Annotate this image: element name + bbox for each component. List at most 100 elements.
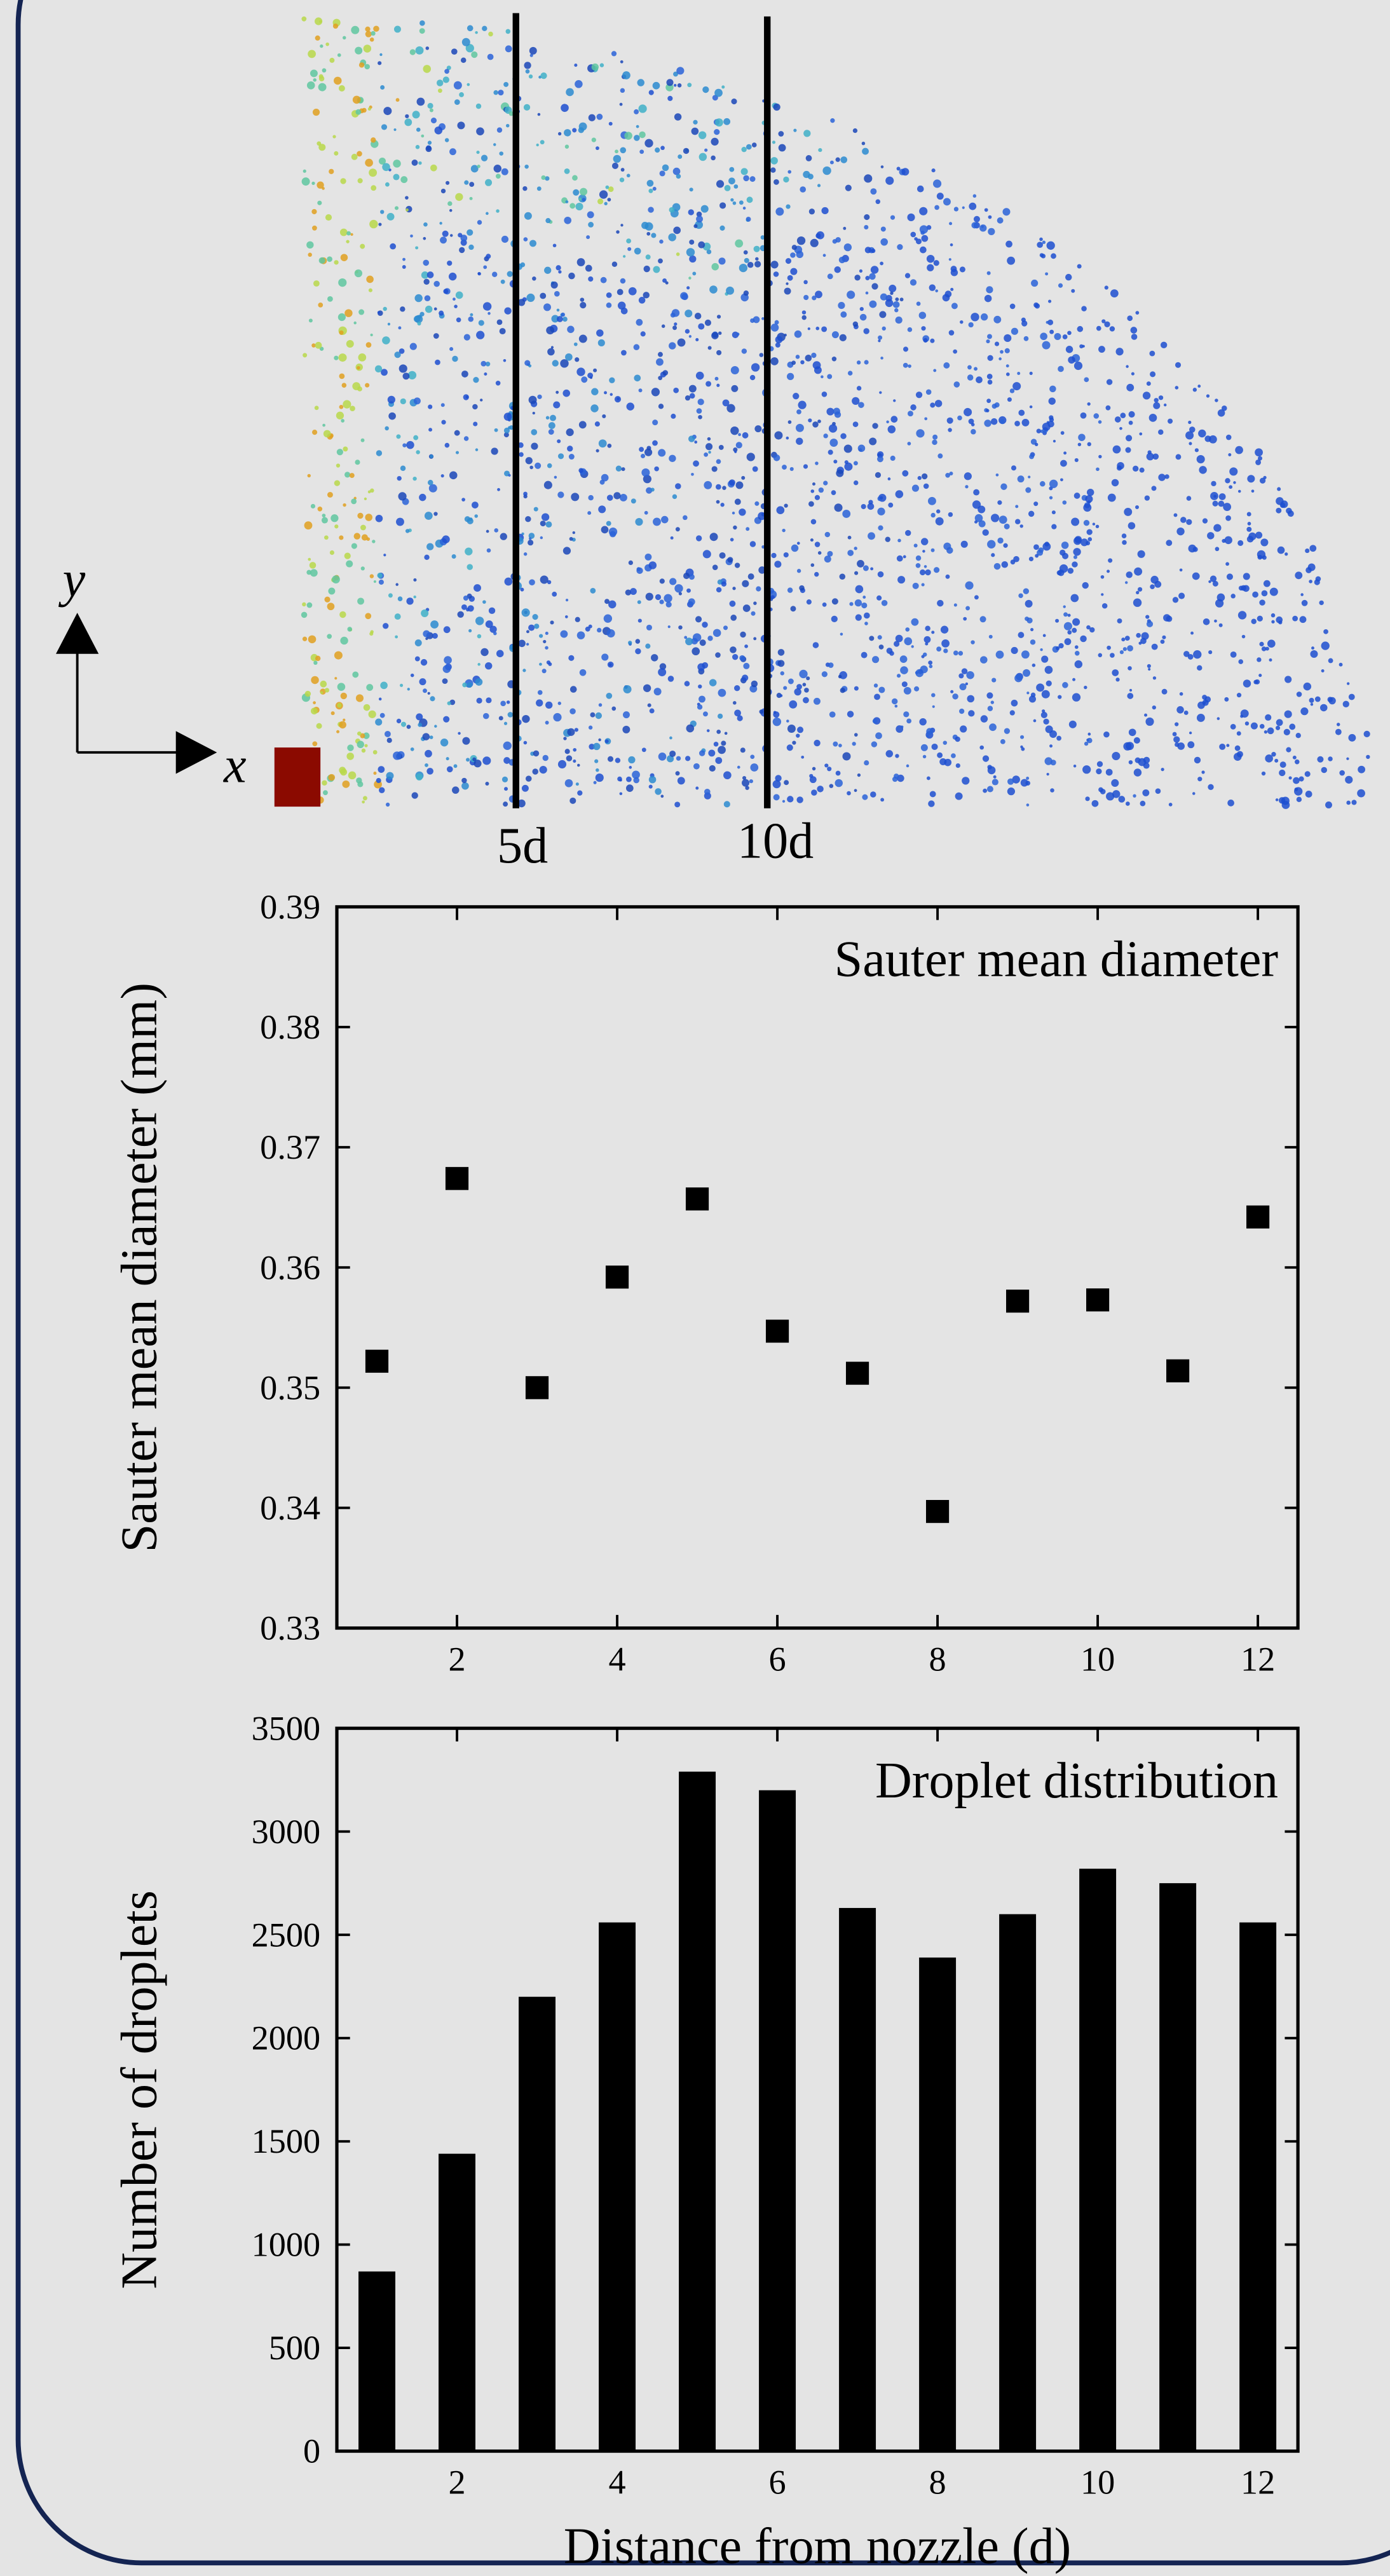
x-tick-label: 2: [448, 1640, 465, 1679]
spray-droplet: [334, 260, 339, 265]
spray-droplet: [1012, 382, 1021, 391]
spray-droplet: [1118, 796, 1126, 803]
spray-droplet: [304, 690, 311, 697]
spray-droplet: [773, 179, 779, 185]
spray-droplet: [1061, 542, 1069, 549]
spray-droplet: [1096, 325, 1101, 331]
spray-droplet: [496, 174, 501, 179]
y-tick-label: 0.34: [260, 1489, 320, 1527]
spray-droplet: [828, 662, 834, 668]
spray-droplet: [349, 473, 355, 479]
spray-droplet: [1000, 419, 1005, 425]
spray-droplet: [461, 777, 467, 784]
spray-droplet: [1335, 728, 1342, 735]
spray-droplet: [1188, 420, 1192, 425]
point: [1006, 1290, 1030, 1313]
spray-droplet: [477, 663, 480, 666]
spray-droplet: [1295, 571, 1303, 580]
spray-droplet: [693, 460, 699, 467]
spray-droplet: [545, 416, 550, 419]
spray-droplet: [965, 606, 971, 611]
spray-droplet: [793, 393, 800, 400]
spray-droplet: [1192, 388, 1197, 392]
spray-droplet: [862, 596, 866, 599]
spray-droplet: [926, 776, 930, 780]
spray-droplet: [827, 767, 832, 772]
spray-droplet: [726, 404, 735, 413]
spray-droplet: [1294, 787, 1298, 791]
spray-droplet: [407, 371, 417, 379]
spray-droplet: [1096, 768, 1102, 775]
spray-droplet: [322, 514, 326, 517]
spray-droplet: [1209, 575, 1217, 582]
spray-droplet: [519, 452, 524, 457]
arrow-head: [175, 731, 217, 774]
spray-droplet: [360, 566, 365, 571]
spray-droplet: [613, 492, 621, 500]
spray-droplet: [557, 491, 564, 498]
spray-droplet: [425, 763, 428, 767]
spray-droplet: [379, 787, 385, 793]
spray-droplet: [671, 413, 676, 419]
spray-droplet: [875, 199, 881, 205]
spray-droplet: [727, 557, 733, 563]
spray-droplet: [1212, 580, 1218, 587]
spray-droplet: [810, 538, 814, 542]
spray-droplet: [834, 503, 843, 512]
spray-droplet: [1188, 544, 1197, 553]
spray-droplet: [416, 713, 423, 721]
spray-droplet: [803, 280, 808, 285]
spray-droplet: [706, 729, 710, 732]
spray-droplet: [666, 79, 674, 86]
spray-droplet: [1150, 584, 1155, 590]
spray-droplet: [352, 671, 359, 678]
spray-droplet: [463, 436, 469, 441]
spray-droplet: [689, 239, 695, 245]
spray-droplet: [413, 578, 417, 582]
spray-droplet: [473, 421, 478, 426]
spray-droplet: [424, 512, 433, 520]
spray-droplet: [461, 37, 470, 46]
spray-droplet: [709, 285, 718, 294]
spray-droplet: [915, 669, 924, 678]
spray-droplet: [865, 291, 869, 295]
spray-droplet: [693, 224, 698, 228]
spray-droplet: [1086, 529, 1093, 535]
spray-droplet: [397, 475, 402, 481]
spray-droplet: [844, 462, 853, 471]
spray-droplet: [862, 565, 869, 571]
spray-droplet: [1145, 615, 1150, 619]
spray-droplet: [1055, 618, 1060, 623]
spray-droplet: [385, 182, 390, 187]
spray-droplet: [1277, 487, 1281, 491]
spray-droplet: [648, 775, 657, 784]
spray-droplet: [741, 146, 747, 153]
spray-droplet: [400, 176, 408, 184]
spray-droplet: [455, 451, 460, 454]
spray-droplet: [549, 414, 557, 421]
spray-droplet: [926, 254, 935, 263]
spray-droplet: [555, 265, 561, 271]
spray-droplet: [424, 554, 430, 560]
spray-droplet: [340, 254, 348, 261]
spray-droplet: [827, 550, 833, 557]
spray-droplet: [1063, 605, 1066, 608]
spray-droplet: [756, 586, 761, 592]
spray-droplet: [711, 332, 719, 339]
spray-droplet: [974, 595, 979, 600]
spray-droplet: [990, 514, 1000, 522]
spray-droplet: [799, 585, 805, 591]
spray-droplet: [972, 194, 977, 198]
spray-droplet: [943, 648, 948, 653]
spray-droplet: [1023, 669, 1031, 677]
spray-droplet: [540, 575, 549, 584]
spray-droplet: [569, 536, 573, 541]
spray-droplet: [714, 128, 720, 135]
spray-droplet: [476, 697, 482, 704]
spray-droplet: [362, 796, 367, 801]
spray-droplet: [1117, 618, 1122, 624]
spray-droplet: [566, 428, 574, 437]
spray-droplet: [739, 263, 748, 273]
spray-droplet: [1083, 519, 1090, 526]
